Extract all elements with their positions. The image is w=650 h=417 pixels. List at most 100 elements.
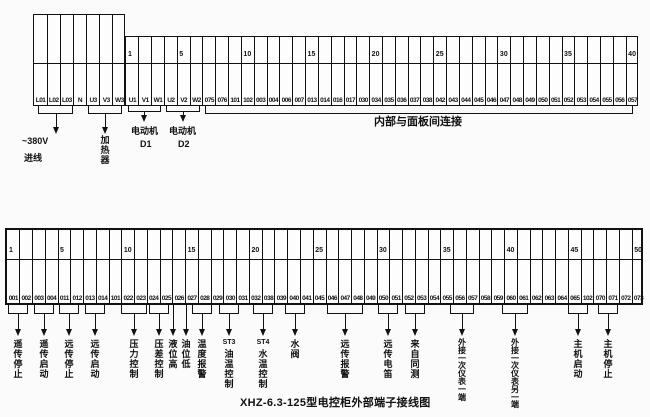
terminal-number: 050 (538, 97, 548, 104)
position-marker: 20 (371, 51, 380, 58)
terminal-number: 063 (544, 295, 555, 302)
terminal-number: 028 (200, 295, 210, 302)
terminal-number: 102 (243, 97, 253, 104)
terminal-number: 101 (110, 295, 121, 302)
terminal-number: 039 (276, 295, 287, 302)
wiring-group-bracket (285, 305, 305, 314)
terminal-number: 047 (499, 97, 510, 104)
terminal-number: 051 (550, 97, 561, 104)
position-marker: 40 (628, 51, 636, 58)
terminal-number: 040 (289, 295, 299, 302)
wiring-group-bracket (378, 305, 398, 314)
position-marker: 15 (187, 247, 196, 254)
terminal-number: 102 (582, 295, 593, 302)
terminal-number: 053 (576, 97, 587, 104)
wiring-group-bracket (149, 305, 169, 314)
arrow-head-icon (102, 127, 108, 134)
wiring-group-bracket (219, 305, 239, 314)
arrow-head-icon (459, 329, 465, 336)
terminal-number: 046 (486, 97, 497, 104)
arrow-head-icon (66, 329, 72, 336)
terminal-number: 004 (268, 97, 279, 104)
terminal-number: 062 (531, 295, 542, 302)
terminal-number: 017 (345, 97, 356, 104)
wiring-group-bracket (568, 305, 588, 314)
wiring-group-bracket (85, 305, 105, 314)
wiring-group-bracket (327, 305, 363, 314)
wiring-group-bracket (405, 305, 425, 314)
terminal-number: 026 (174, 295, 185, 302)
terminal-number: W1 (153, 97, 163, 104)
arrow-head-icon (575, 329, 581, 336)
terminal-function-label: 远传停止 (64, 339, 74, 379)
terminal-function-label: 油位低 (181, 339, 191, 369)
position-marker: 45 (570, 247, 579, 254)
position-marker: 30 (379, 247, 387, 254)
terminal-number: 076 (217, 97, 227, 104)
terminal-number: 024 (149, 295, 159, 302)
bottom-terminal-strip: 001 002 003 004 011 012 013 014 101 022 023 024 025 0… (5, 228, 644, 305)
position-marker: 50 (634, 247, 643, 254)
position-marker: 40 (506, 247, 515, 254)
wiring-group-bracket (253, 305, 273, 314)
terminal-function-label: 水阀 (290, 339, 300, 359)
arrow-stem (56, 114, 57, 127)
terminal-number: 011 (59, 295, 69, 302)
terminal-number: W3 (115, 97, 124, 104)
terminal-number: 049 (525, 97, 535, 104)
terminal-number: 057 (627, 97, 638, 104)
arrow-head-icon (15, 329, 21, 336)
terminal-number: 030 (225, 295, 236, 302)
terminal-function-label: 远传电笛 (383, 339, 393, 379)
terminal-function-label: 远传报警 (340, 339, 350, 379)
terminal-number: L01 (35, 97, 46, 104)
arrow-stem (515, 314, 516, 329)
wiring-group-bracket (128, 106, 161, 112)
terminal-number: 002 (21, 295, 31, 302)
arrow-stem (229, 314, 230, 329)
wiring-group-bracket (8, 305, 28, 314)
motor2-id-label: D2 (178, 139, 190, 149)
terminal-function-label: 外接一次仪表一端 (458, 338, 466, 402)
terminal-number: 056 (455, 295, 465, 302)
arrow-head-icon (183, 329, 189, 336)
arrow-head-icon (385, 329, 391, 336)
terminal-number: N (77, 97, 83, 104)
terminal-number: V2 (180, 97, 188, 104)
arrow-head-icon (180, 115, 186, 122)
position-marker: 10 (243, 51, 252, 58)
terminal-number: 027 (187, 295, 197, 302)
terminal-number: 037 (409, 97, 420, 104)
position-marker: 35 (442, 247, 451, 254)
terminal-number: U1 (128, 97, 137, 104)
terminal-number: 044 (461, 97, 471, 104)
terminal-number: 030 (358, 97, 369, 104)
terminal-number: 049 (365, 295, 376, 302)
terminal-number: 003 (34, 295, 44, 302)
terminal-number: 045 (314, 295, 325, 302)
terminal-number: 048 (512, 97, 522, 104)
terminal-number: 065 (570, 295, 580, 302)
arrow-stem (388, 314, 389, 329)
wiring-group-bracket (38, 106, 73, 114)
terminal-number: 061 (519, 295, 529, 302)
arrow-head-icon (53, 127, 59, 134)
arrow-head-icon (292, 329, 298, 336)
terminal-number: 101 (230, 97, 240, 104)
wiring-group-bracket (502, 305, 528, 314)
position-marker: 30 (499, 51, 508, 58)
arrow-stem (105, 114, 106, 127)
wiring-group-bracket (121, 305, 147, 314)
terminal-number: 053 (417, 295, 427, 302)
terminal-number: 071 (608, 295, 618, 302)
terminal-number: 047 (340, 295, 350, 302)
position-marker: 1 (128, 51, 132, 58)
top-terminal-strip: U1 V1 W1 U2 V2 W2 075 076 101 102 003 004 006 007 013 0… (125, 36, 638, 106)
arrow-head-icon (170, 329, 176, 336)
wiring-group-bracket (88, 106, 122, 114)
motor2-label: 电动机 (169, 126, 197, 136)
terminal-number: 041 (302, 295, 312, 302)
arrow-head-icon (131, 329, 137, 336)
terminal-number: 001 (8, 295, 19, 302)
terminal-function-label: 油温控制 (224, 349, 234, 389)
